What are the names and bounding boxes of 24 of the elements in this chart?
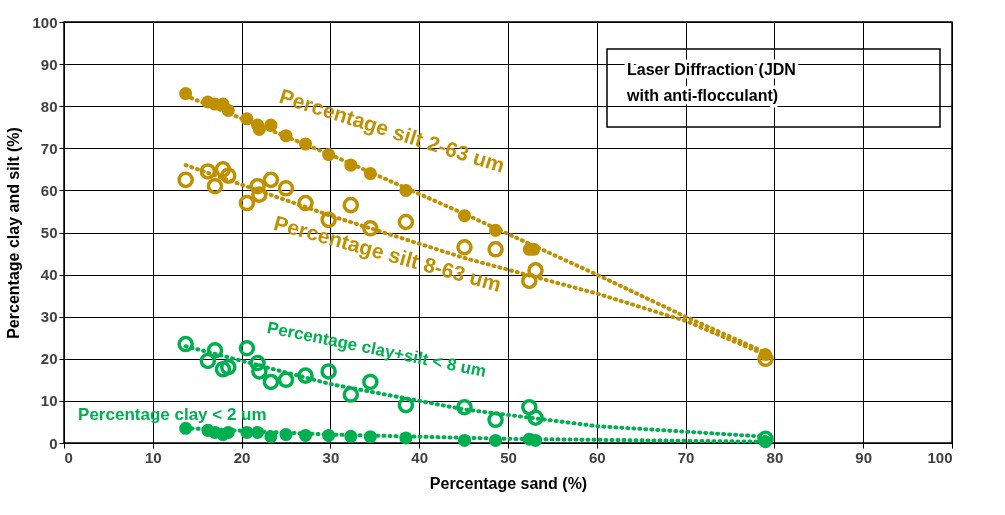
x-tick-label: 70 <box>677 448 695 466</box>
x-tick-label: 20 <box>233 448 251 466</box>
x-tick-label: 40 <box>411 448 429 466</box>
y-tick-label: 80 <box>40 97 58 115</box>
y-tick-label: 50 <box>40 224 58 241</box>
x-tick-label: 90 <box>855 448 873 466</box>
x-tick-label: 100 <box>927 448 953 466</box>
y-tick-label: 10 <box>40 392 58 410</box>
y-tick-label: 0 <box>49 434 58 452</box>
y-tick-label: 40 <box>40 266 58 284</box>
x-tick-label: 10 <box>144 448 162 466</box>
x-tick-label: 0 <box>64 448 73 466</box>
y-axis-title: Percentage clay and silt (%) <box>5 127 23 339</box>
y-tick-label: 70 <box>40 139 58 157</box>
y-tick-label: 100 <box>32 13 58 31</box>
y-tick-label: 60 <box>40 181 58 199</box>
y-tick-label: 20 <box>40 350 58 368</box>
x-tick-label: 30 <box>322 448 340 466</box>
x-tick-label: 80 <box>766 448 784 466</box>
y-tick-label: 30 <box>40 308 58 326</box>
x-tick-label: 50 <box>500 448 517 466</box>
x-tick-label: 60 <box>588 448 606 466</box>
y-tick-label: 90 <box>40 55 58 73</box>
x-axis-title: Percentage sand (%) <box>429 474 588 492</box>
